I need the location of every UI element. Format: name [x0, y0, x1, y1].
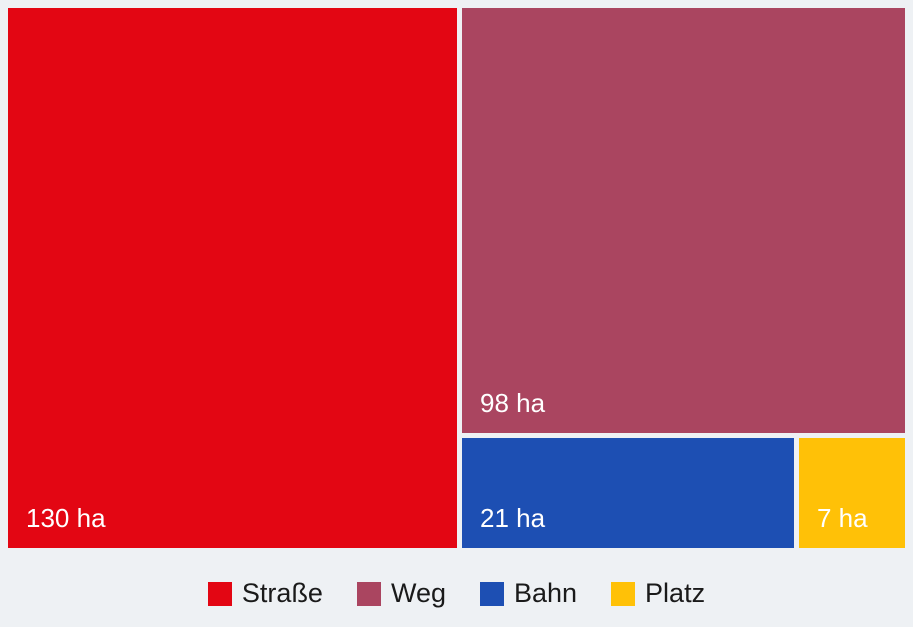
tile-label-platz: 7 ha [817, 503, 868, 534]
legend-swatch-bahn [480, 582, 504, 606]
legend-item-bahn: Bahn [480, 578, 577, 609]
tile-bahn: 21 ha [462, 438, 794, 548]
tile-label-bahn: 21 ha [480, 503, 545, 534]
tile-platz: 7 ha [799, 438, 905, 548]
treemap-chart: 130 ha 98 ha 21 ha 7 ha [8, 8, 905, 548]
tile-strasse: 130 ha [8, 8, 457, 548]
legend: Straße Weg Bahn Platz [0, 578, 913, 609]
legend-label-weg: Weg [391, 578, 446, 609]
legend-item-weg: Weg [357, 578, 446, 609]
legend-swatch-strasse [208, 582, 232, 606]
legend-label-platz: Platz [645, 578, 705, 609]
legend-label-strasse: Straße [242, 578, 323, 609]
legend-swatch-platz [611, 582, 635, 606]
legend-item-platz: Platz [611, 578, 705, 609]
legend-label-bahn: Bahn [514, 578, 577, 609]
legend-swatch-weg [357, 582, 381, 606]
tile-label-strasse: 130 ha [26, 503, 106, 534]
tile-label-weg: 98 ha [480, 388, 545, 419]
legend-item-strasse: Straße [208, 578, 323, 609]
tile-weg: 98 ha [462, 8, 905, 433]
